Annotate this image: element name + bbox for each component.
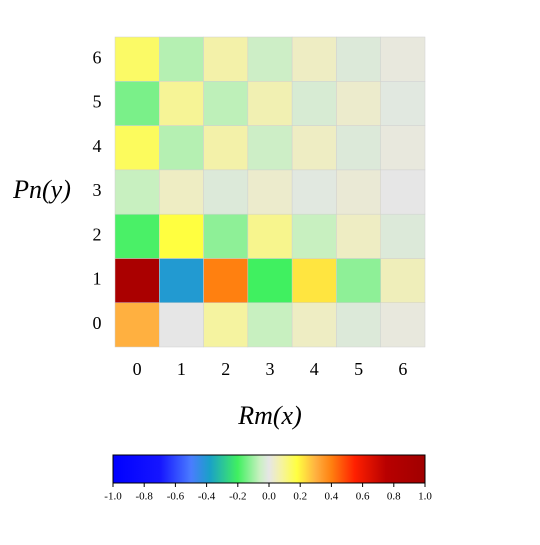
y-tick-label: 0: [93, 313, 102, 333]
x-tick-label: 6: [398, 359, 407, 379]
x-tick-label: 2: [221, 359, 230, 379]
heatmap-cell: [291, 125, 337, 171]
colorbar-tick-label: 0.0: [262, 491, 276, 503]
heatmap-cell: [247, 36, 293, 82]
y-tick-label: 2: [93, 224, 102, 244]
y-tick-label: 4: [93, 136, 102, 156]
heatmap-cell: [380, 81, 426, 126]
heatmap-cell: [159, 302, 204, 348]
heatmap-cell: [203, 302, 249, 348]
heatmap-cell: [114, 169, 160, 215]
colorbar-tick-label: 0.2: [293, 491, 307, 503]
heatmap-cell: [336, 36, 381, 82]
colorbar-tick-label: 0.4: [325, 491, 339, 503]
heatmap-cell: [247, 213, 293, 259]
x-tick-label: 0: [133, 359, 142, 379]
heatmap-cell: [247, 258, 293, 303]
heatmap-cell: [380, 258, 426, 303]
y-tick-label: 5: [93, 92, 102, 112]
heatmap-cell: [159, 169, 204, 215]
x-tick-label: 4: [310, 359, 319, 379]
heatmap-cell: [203, 81, 249, 126]
colorbar: [112, 454, 426, 484]
x-axis-label: Rm(x): [237, 401, 302, 430]
heatmap-cell: [114, 125, 160, 171]
colorbar-tick-label: 0.6: [356, 491, 370, 503]
heatmap-cell: [203, 125, 249, 171]
colorbar-tick-label: -0.6: [167, 491, 185, 503]
colorbar-tick-label: -0.8: [135, 491, 153, 503]
heatmap-cell: [291, 81, 337, 126]
x-tick-label: 3: [266, 359, 275, 379]
colorbar-tick-label: -0.4: [198, 491, 216, 503]
y-tick-label: 1: [93, 269, 102, 289]
x-tick-label: 5: [354, 359, 363, 379]
heatmap-cell: [114, 302, 160, 348]
heatmap-cell: [380, 213, 426, 259]
heatmap-cell: [380, 125, 426, 171]
heatmap-cell: [114, 81, 160, 126]
heatmap-cell: [203, 258, 249, 303]
heatmap-cell: [291, 302, 337, 348]
heatmap-cell: [247, 302, 293, 348]
y-tick-label: 6: [93, 47, 102, 67]
colorbar-tick-label: 1.0: [418, 491, 432, 503]
heatmap-cell: [291, 169, 337, 215]
heatmap-cell: [380, 169, 426, 215]
heatmap-cell: [336, 125, 381, 171]
heatmap-cell: [380, 36, 426, 82]
heatmap-cell: [336, 213, 381, 259]
heatmap-cell: [247, 125, 293, 171]
x-tick-label: 1: [177, 359, 186, 379]
colorbar-tick-label: -0.2: [229, 491, 246, 503]
colorbar-tick-label: -1.0: [104, 491, 122, 503]
heatmap-cell: [247, 81, 293, 126]
heatmap-cell: [380, 302, 426, 348]
heatmap-cell: [291, 213, 337, 259]
heatmap-cell: [336, 258, 381, 303]
heatmap-cell: [203, 213, 249, 259]
heatmap-cell: [291, 36, 337, 82]
heatmap-cell: [159, 213, 204, 259]
heatmap-cell: [114, 258, 160, 303]
y-axis-label: Pn(y): [12, 175, 71, 204]
heatmap-cell: [159, 125, 204, 171]
heatmap-cell: [203, 169, 249, 215]
heatmap-cell: [159, 258, 204, 303]
heatmap-cell: [114, 36, 160, 82]
y-tick-label: 3: [93, 180, 102, 200]
heatmap-cell: [336, 302, 381, 348]
heatmap-cell: [336, 81, 381, 126]
heatmap-cell: [247, 169, 293, 215]
heatmap-cell: [159, 36, 204, 82]
heatmap-cell: [159, 81, 204, 126]
heatmap-cell: [291, 258, 337, 303]
heatmap-cell: [203, 36, 249, 82]
heatmap-cell: [336, 169, 381, 215]
heatmap-cell: [114, 213, 160, 259]
colorbar-tick-label: 0.8: [387, 491, 401, 503]
